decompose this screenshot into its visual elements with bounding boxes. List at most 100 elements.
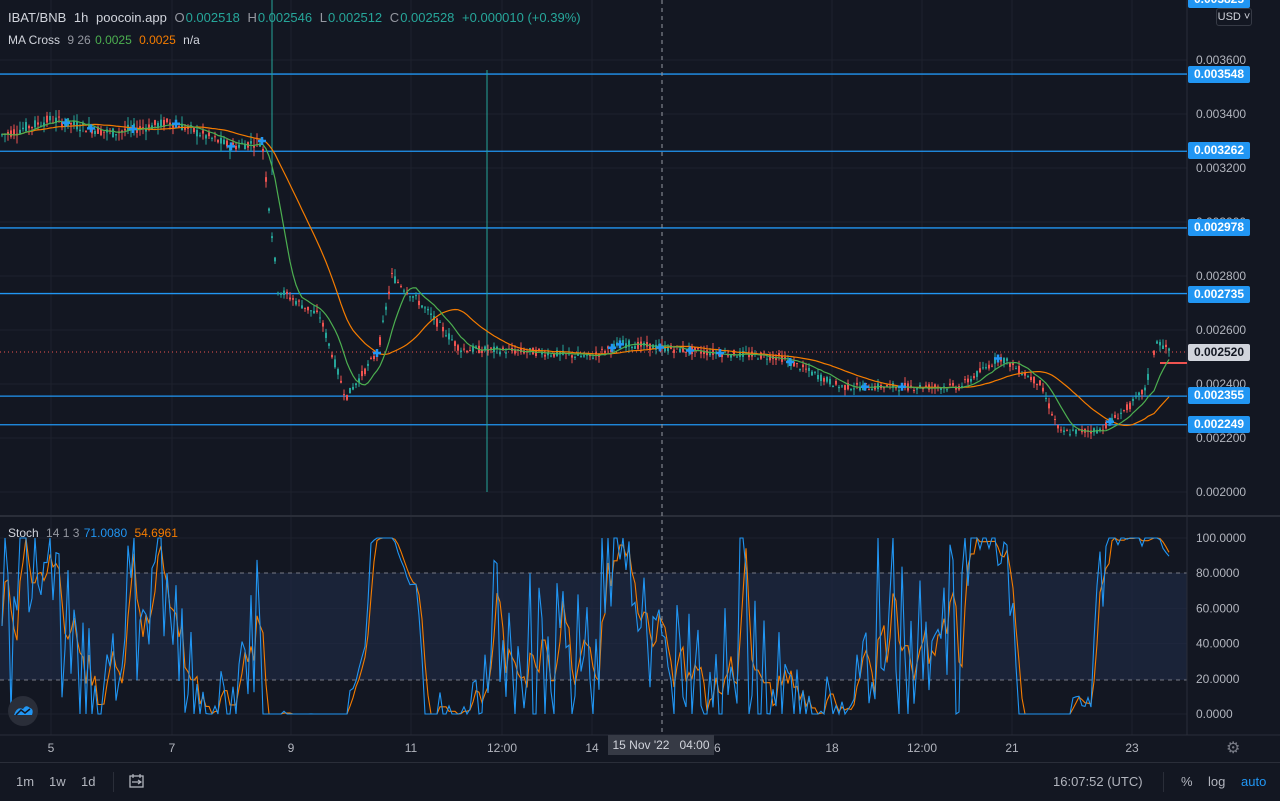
candle-body [298,300,300,302]
candle-body [1024,372,1026,376]
candle-body [49,116,51,121]
chart-canvas[interactable]: 0.003600 0.003400 0.003200 0.002800 0.002600… [0,0,1280,762]
candle-body [955,387,957,390]
timeframe-1d[interactable]: 1d [81,774,96,789]
candle-body [388,291,390,295]
candle-body [490,347,492,349]
candle-body [400,285,402,287]
time-tick-label: 5 [48,741,55,755]
candle-body [991,365,993,367]
cross-marker-icon [861,382,869,391]
candle-body [97,126,99,134]
cross-marker-icon [898,382,906,391]
candle-body [1093,428,1095,433]
ma-cross-legend[interactable]: MA Cross 9 26 0.0025 0.0025 n/a [8,33,204,47]
candle-body [421,305,423,308]
candle-body [103,131,105,133]
auto-toggle[interactable]: auto [1241,774,1267,789]
candle-body [337,369,339,375]
candle-body [856,382,858,385]
candle-body [304,307,306,309]
candle-body [520,347,522,353]
utc-clock[interactable]: 16:07:52 (UTC) [1053,774,1143,789]
candle-body [817,374,819,380]
candle-body [436,318,438,327]
candle-body [631,346,633,349]
candle-body [757,358,759,360]
candle-body [397,282,399,284]
stoch-legend[interactable]: Stoch 14 1 3 71.0080 54.6961 [8,526,182,540]
candle-body [850,389,852,391]
candle-body [1,134,3,136]
candle-body [70,122,72,125]
candle-body [112,128,114,138]
percent-toggle[interactable]: % [1181,774,1193,789]
stoch-params: 14 1 3 [46,526,80,540]
candle-body [499,351,501,355]
timeframe-1m[interactable]: 1m [16,774,35,789]
candle-body [1063,430,1065,433]
candle-body [427,308,429,311]
candle-body [913,390,915,392]
horizontal-levels[interactable] [0,73,1187,426]
candle-body [571,355,573,358]
candle-body [487,349,489,351]
candle-body [238,144,240,148]
candle-body [349,387,351,394]
candle-body [136,128,138,133]
candle-body [157,122,159,129]
candle-body [184,127,186,130]
candle-body [1141,389,1143,395]
candle-body [424,307,426,309]
candle-body [1036,383,1038,386]
cross-marker-icon [258,137,266,145]
current-price-tag: 0.002520 [1188,344,1250,361]
cross-marker-icon [62,118,70,127]
candle-body [694,347,696,352]
candle-body [1168,348,1170,351]
candle-body [868,389,870,391]
candle-body [835,380,837,385]
candle-body [1033,376,1035,384]
candle-body [319,317,321,319]
tradingview-logo-icon[interactable] [8,696,38,726]
candle-body [802,364,804,368]
candle-body [556,350,558,356]
timeframe-1w[interactable]: 1w [49,774,66,789]
gear-icon[interactable]: ⚙ [1226,740,1241,757]
candle-body [289,297,291,300]
candle-body [538,348,540,351]
candle-body [1117,418,1119,420]
time-tick-label: 23 [1125,741,1139,755]
candle-body [514,350,516,354]
cross-marker-icon [616,340,624,349]
ma-slow-value: 0.0025 [139,33,176,47]
cross-marker-icon [1106,417,1114,426]
candle-body [829,378,831,385]
candle-body [178,126,180,128]
candle-body [649,343,651,351]
candle-body [871,388,873,391]
candle-body [727,355,729,357]
ma-fast-value: 0.0025 [95,33,132,47]
currency-label: USD [1217,11,1241,23]
candle-body [985,367,987,369]
clipped-top-price-tag: 0.003825 [1188,0,1250,8]
candle-body [1114,414,1116,418]
candle-body [1156,341,1158,344]
divider [113,772,114,792]
candle-body [214,136,216,138]
candle-body [403,290,405,292]
candle-body [385,306,387,310]
date-range-icon[interactable] [128,772,146,795]
candle-body [979,368,981,373]
log-toggle[interactable]: log [1208,774,1226,789]
candle-body [418,300,420,306]
candle-body [709,353,711,356]
currency-button[interactable]: USD ˅ [1216,8,1252,26]
candle-body [232,142,234,145]
interval[interactable]: 1h [73,10,89,25]
symbol-name[interactable]: IBAT/BNB [8,10,67,25]
candlesticks [1,109,1170,439]
candle-body [805,368,807,370]
